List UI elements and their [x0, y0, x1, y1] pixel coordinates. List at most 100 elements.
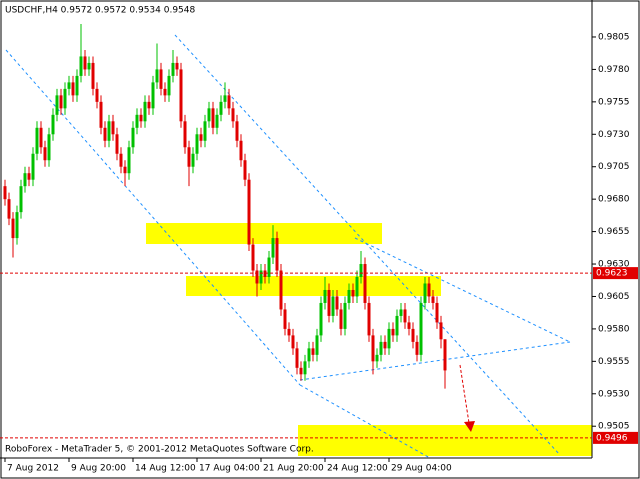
candle-body	[235, 121, 239, 141]
candle-body	[39, 127, 43, 148]
candle-body	[371, 335, 375, 362]
candle-body	[27, 173, 31, 180]
candle-body	[435, 302, 439, 323]
candle-body	[311, 348, 315, 355]
trend-line	[299, 384, 431, 459]
candle-body	[431, 296, 435, 303]
x-tick-label: 17 Aug 04:00	[199, 464, 260, 474]
y-tick-label: 0.9805	[598, 32, 630, 42]
candle-body	[383, 341, 387, 349]
candle-body	[143, 101, 147, 122]
y-tick-label: 0.9780	[598, 65, 630, 75]
candle-body	[55, 95, 59, 115]
price-label-box	[593, 431, 638, 444]
candle-body	[327, 289, 331, 316]
candle-body	[391, 328, 395, 336]
candle-body	[199, 134, 203, 141]
candle-body	[31, 153, 35, 180]
candle-body	[15, 212, 19, 239]
candle-body	[11, 218, 15, 239]
candle-body	[359, 264, 363, 278]
candle-body	[419, 302, 423, 355]
trend-lines	[5, 34, 571, 459]
trend-line	[174, 34, 561, 456]
candle-body	[243, 160, 247, 180]
candle-body	[67, 82, 71, 89]
candle-body	[403, 309, 407, 323]
candle-body	[347, 289, 351, 303]
candle-body	[303, 361, 307, 375]
candle-body	[387, 328, 391, 349]
candle-body	[183, 121, 187, 148]
candle-body	[279, 270, 283, 310]
candle-body	[331, 296, 335, 316]
candle-body	[131, 127, 135, 148]
candle-body	[19, 186, 23, 213]
candle-body	[307, 348, 311, 362]
candle-body	[399, 309, 403, 316]
candle-body	[179, 69, 183, 122]
candle-body	[395, 315, 399, 336]
candle-body	[223, 95, 227, 102]
candle-body	[227, 95, 231, 109]
y-tick-label: 0.9630	[598, 260, 630, 270]
candle-body	[259, 270, 263, 284]
candle-body	[195, 134, 199, 154]
candle-body	[171, 62, 175, 76]
candle-body	[215, 114, 219, 128]
x-tick-label: 9 Aug 20:00	[71, 464, 126, 474]
arrow-head	[464, 421, 475, 432]
x-tick-label: 7 Aug 2012	[7, 464, 59, 474]
candle-body	[251, 244, 255, 271]
y-tick-label: 0.9580	[598, 324, 630, 334]
candle-body	[23, 173, 27, 187]
candle-body	[339, 309, 343, 329]
candle-body	[107, 121, 111, 141]
y-tick-label: 0.9505	[598, 422, 630, 432]
candle-body	[83, 56, 87, 70]
candle-body	[103, 127, 107, 141]
candle-body	[135, 114, 139, 128]
candle-body	[287, 328, 291, 336]
price-label-box	[593, 267, 638, 280]
candle-body	[119, 153, 123, 167]
candle-body	[283, 309, 287, 329]
support-zone	[186, 276, 441, 296]
y-tick-label: 0.9705	[598, 162, 630, 172]
y-tick-label: 0.9530	[598, 389, 630, 399]
candle-body	[99, 101, 103, 128]
candle-body	[211, 108, 215, 128]
candle-body	[239, 140, 243, 161]
candle-body	[443, 339, 447, 371]
candle-body	[95, 88, 99, 102]
candle-body	[115, 134, 119, 154]
candle-body	[295, 348, 299, 368]
candle-body	[71, 82, 75, 96]
y-tick-label: 0.9655	[598, 227, 630, 237]
candle-body	[375, 354, 379, 362]
candle-body	[35, 127, 39, 154]
candle-body	[63, 88, 67, 109]
candle-body	[127, 147, 131, 174]
candle-body	[167, 75, 171, 96]
candle-body	[415, 341, 419, 355]
candle-body	[111, 121, 115, 135]
candle-body	[315, 335, 319, 355]
resistance-zone	[146, 223, 382, 244]
candle-body	[291, 335, 295, 349]
candle-body	[191, 153, 195, 167]
candle-body	[319, 302, 323, 336]
x-tick-label: 29 Aug 04:00	[391, 464, 452, 474]
plot	[3, 24, 447, 389]
price-label: 0.9496	[596, 433, 628, 443]
y-tick-label: 0.9605	[598, 292, 630, 302]
candle-body	[75, 75, 79, 96]
candle-body	[159, 69, 163, 89]
candle-body	[87, 62, 91, 70]
forecast-arrow	[459, 364, 475, 432]
candle-body	[151, 82, 155, 109]
candle-body	[231, 108, 235, 122]
candle-body	[219, 101, 223, 115]
candle-body	[363, 264, 367, 303]
y-tick-label: 0.9680	[598, 195, 630, 205]
